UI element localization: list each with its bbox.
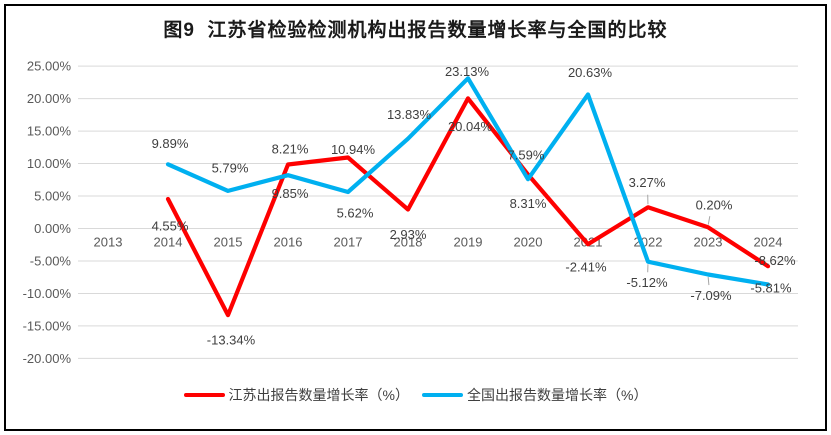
y-axis-tick-label: 0.00% <box>34 221 71 236</box>
data-label: 8.31% <box>510 196 547 211</box>
data-label: 23.13% <box>445 64 490 79</box>
y-axis-tick-label: 10.00% <box>27 156 72 171</box>
data-label: 5.62% <box>337 206 374 221</box>
data-label: 13.83% <box>387 107 432 122</box>
data-label: 9.89% <box>152 136 189 151</box>
y-axis-tick-label: 15.00% <box>27 124 72 139</box>
x-axis-category-label: 2020 <box>514 235 543 250</box>
legend-line-swatch-jiangsu <box>183 392 225 398</box>
data-label: 5.79% <box>212 160 249 175</box>
data-label: 3.27% <box>629 175 666 190</box>
label-leader-line <box>707 216 711 225</box>
data-label: -2.41% <box>565 260 607 275</box>
data-label: 4.55% <box>152 218 189 233</box>
data-label: 20.63% <box>568 65 613 80</box>
data-label: 10.94% <box>331 142 376 157</box>
data-label: 9.85% <box>272 186 309 201</box>
x-axis-category-label: 2024 <box>754 235 783 250</box>
data-label: -5.12% <box>626 275 668 290</box>
data-label: -13.34% <box>207 333 256 348</box>
data-label: 20.04% <box>448 119 493 134</box>
legend-item-national: 全国出报告数量增长率（%） <box>422 385 647 405</box>
legend-line-swatch-national <box>422 392 463 398</box>
data-label: -8.62% <box>754 253 796 268</box>
y-axis-tick-label: -5.00% <box>30 253 72 268</box>
y-axis-tick-label: 5.00% <box>34 189 71 204</box>
data-label: 2.93% <box>390 227 427 242</box>
series-line-national <box>165 76 771 287</box>
legend: 江苏出报告数量增长率（%） 全国出报告数量增长率（%） <box>0 384 831 406</box>
y-axis-tick-label: -15.00% <box>23 318 72 333</box>
legend-item-jiangsu: 江苏出报告数量增长率（%） <box>183 385 409 405</box>
chart-title: 图9 江苏省检验检测机构出报告数量增长率与全国的比较 <box>163 20 668 41</box>
data-label: 8.21% <box>272 142 309 157</box>
label-leader-line <box>707 277 710 286</box>
y-axis-tick-label: 25.00% <box>27 59 72 74</box>
legend-label-jiangsu: 江苏出报告数量增长率（%） <box>228 387 409 403</box>
x-axis-category-label: 2017 <box>334 235 363 250</box>
data-label: 0.20% <box>696 198 733 213</box>
x-axis-category-label: 2014 <box>154 235 183 250</box>
data-label: -7.09% <box>690 288 732 303</box>
x-axis-category-label: 2013 <box>94 235 123 250</box>
x-axis-category-label: 2023 <box>694 235 723 250</box>
y-axis-tick-label: -20.00% <box>23 351 72 366</box>
x-axis-category-label: 2015 <box>214 235 243 250</box>
x-axis-category-label: 2018 <box>394 235 423 250</box>
x-axis-category-label: 2016 <box>274 235 303 250</box>
data-label: -5.81% <box>750 281 792 296</box>
y-axis-tick-label: 20.00% <box>27 91 72 106</box>
data-label: 7.59% <box>508 148 545 163</box>
x-axis-category-label: 2019 <box>454 235 483 250</box>
y-axis-tick-label: -10.00% <box>23 286 72 301</box>
series-line-jiangsu <box>165 96 771 318</box>
legend-label-national: 全国出报告数量增长率（%） <box>467 387 648 403</box>
